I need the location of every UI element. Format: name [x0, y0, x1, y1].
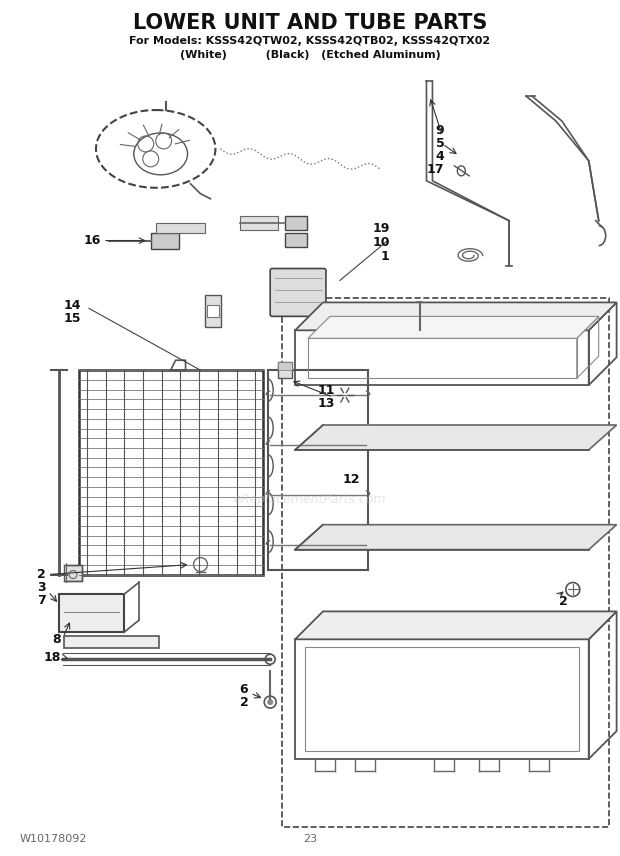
Bar — [205, 295, 221, 327]
Bar — [64, 636, 159, 648]
Text: 2: 2 — [559, 595, 568, 608]
FancyBboxPatch shape — [270, 269, 326, 317]
Text: 7: 7 — [37, 594, 46, 607]
Polygon shape — [308, 317, 599, 338]
Text: 3: 3 — [38, 581, 46, 594]
Text: 2: 2 — [239, 696, 248, 709]
Text: 9: 9 — [436, 124, 445, 138]
Text: eReplacementParts.com: eReplacementParts.com — [234, 493, 386, 506]
Text: 14: 14 — [63, 299, 81, 312]
Text: 19: 19 — [372, 223, 389, 235]
Circle shape — [267, 699, 273, 705]
Text: W10178092: W10178092 — [19, 834, 87, 844]
Text: 2: 2 — [37, 568, 46, 581]
Text: 11: 11 — [317, 383, 335, 396]
Bar — [278, 362, 292, 370]
Text: 23: 23 — [303, 834, 317, 844]
Bar — [59, 594, 124, 633]
Text: 13: 13 — [317, 396, 335, 409]
Text: For Models: KSSS42QTW02, KSSS42QTB02, KSSS42QTX02: For Models: KSSS42QTW02, KSSS42QTB02, KS… — [130, 36, 490, 46]
Text: 18: 18 — [44, 651, 61, 663]
Bar — [156, 223, 205, 233]
Text: 8: 8 — [53, 633, 61, 645]
Text: 6: 6 — [240, 682, 248, 696]
Bar — [278, 362, 292, 378]
Text: 4: 4 — [436, 151, 445, 163]
Bar — [285, 233, 307, 247]
Bar — [285, 216, 307, 229]
Text: LOWER UNIT AND TUBE PARTS: LOWER UNIT AND TUBE PARTS — [133, 14, 487, 33]
Text: 16: 16 — [84, 234, 101, 247]
Text: 5: 5 — [436, 138, 445, 151]
Bar — [305, 647, 579, 751]
Polygon shape — [295, 302, 617, 330]
Bar — [151, 233, 179, 248]
Bar — [241, 216, 278, 229]
Bar — [79, 370, 264, 574]
Text: 1: 1 — [381, 250, 389, 263]
Text: 12: 12 — [342, 473, 360, 486]
Text: 15: 15 — [63, 312, 81, 325]
Bar — [208, 306, 219, 318]
Text: 10: 10 — [372, 236, 389, 249]
Polygon shape — [295, 425, 617, 450]
Text: (White)          (Black)   (Etched Aluminum): (White) (Black) (Etched Aluminum) — [180, 51, 440, 60]
Bar — [268, 370, 368, 569]
Bar — [282, 299, 609, 827]
Polygon shape — [295, 611, 617, 639]
Polygon shape — [295, 525, 617, 550]
Text: 17: 17 — [427, 163, 445, 176]
Bar — [64, 565, 82, 580]
